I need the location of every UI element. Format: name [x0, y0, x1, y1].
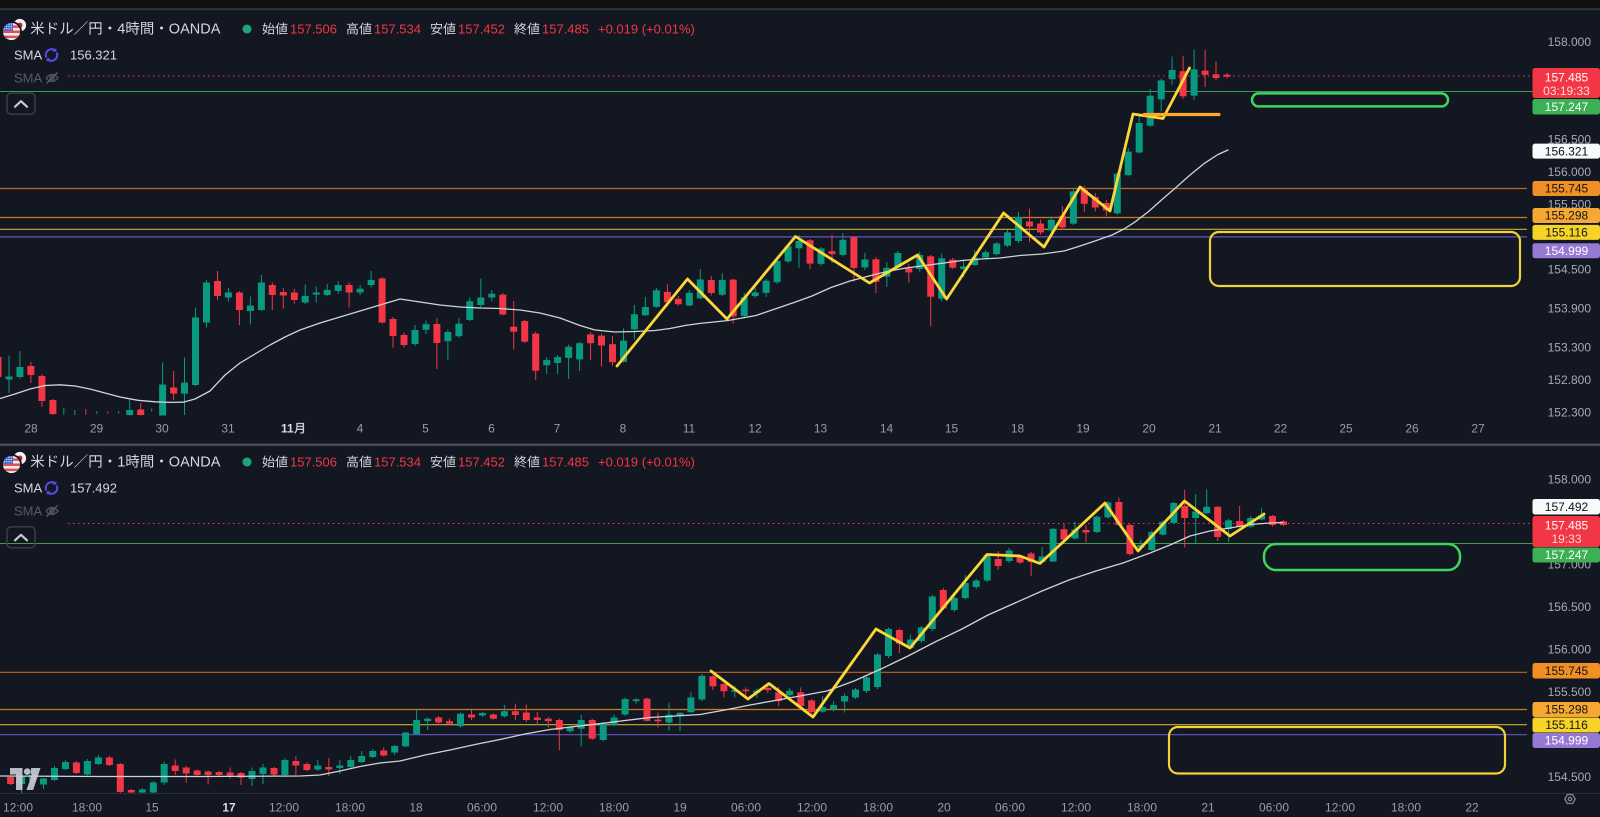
svg-text:152.800: 152.800 [1548, 373, 1592, 387]
svg-text:155.500: 155.500 [1548, 685, 1592, 699]
svg-text:157.247: 157.247 [1545, 548, 1589, 562]
svg-text:SMA: SMA [14, 481, 43, 496]
svg-text:12:00: 12:00 [1061, 801, 1091, 815]
svg-text:157.492: 157.492 [70, 481, 117, 496]
svg-text:20: 20 [1142, 422, 1156, 436]
svg-text:28: 28 [24, 422, 38, 436]
svg-text:25: 25 [1339, 422, 1353, 436]
svg-text:158.000: 158.000 [1548, 473, 1592, 487]
svg-text:15: 15 [145, 801, 159, 815]
svg-text:157.492: 157.492 [1545, 500, 1589, 514]
svg-text:157.452: 157.452 [458, 455, 505, 470]
svg-text:156.321: 156.321 [1545, 144, 1589, 158]
svg-text:153.900: 153.900 [1548, 302, 1592, 316]
svg-text:+0.019 (+0.01%): +0.019 (+0.01%) [598, 22, 695, 37]
svg-text:12:00: 12:00 [797, 801, 827, 815]
svg-text:17: 17 [222, 801, 236, 815]
svg-text:5: 5 [422, 422, 429, 436]
svg-text:154.500: 154.500 [1548, 770, 1592, 784]
svg-text:157.485: 157.485 [1545, 70, 1589, 84]
svg-text:OANDA: OANDA [169, 22, 221, 38]
svg-text:156.321: 156.321 [70, 48, 117, 63]
svg-text:156.500: 156.500 [1548, 600, 1592, 614]
svg-text:06:00: 06:00 [995, 801, 1025, 815]
svg-text:157.485: 157.485 [542, 22, 589, 37]
svg-text:22: 22 [1274, 422, 1288, 436]
svg-text:19: 19 [1076, 422, 1090, 436]
svg-text:06:00: 06:00 [467, 801, 497, 815]
svg-text:155.298: 155.298 [1545, 209, 1589, 223]
svg-text:152.300: 152.300 [1548, 406, 1592, 420]
svg-text:157.485: 157.485 [1545, 518, 1589, 532]
svg-text:19: 19 [673, 801, 687, 815]
svg-text:155.745: 155.745 [1545, 664, 1589, 678]
svg-text:12:00: 12:00 [1325, 801, 1355, 815]
svg-text:157.247: 157.247 [1545, 100, 1589, 114]
svg-text:26: 26 [1405, 422, 1419, 436]
svg-text:18:00: 18:00 [599, 801, 629, 815]
svg-text:22: 22 [1465, 801, 1479, 815]
svg-text:4: 4 [117, 22, 125, 38]
svg-text:12:00: 12:00 [533, 801, 563, 815]
svg-text:12:00: 12:00 [269, 801, 299, 815]
svg-text:154.999: 154.999 [1545, 244, 1589, 258]
svg-text:157.534: 157.534 [374, 455, 421, 470]
svg-text:18: 18 [1011, 422, 1025, 436]
svg-text:21: 21 [1208, 422, 1222, 436]
svg-text:15: 15 [945, 422, 959, 436]
svg-text:156.500: 156.500 [1548, 133, 1592, 147]
svg-text:4: 4 [357, 422, 364, 436]
svg-text:18:00: 18:00 [863, 801, 893, 815]
svg-text:27: 27 [1471, 422, 1485, 436]
svg-text:06:00: 06:00 [731, 801, 761, 815]
svg-text:18: 18 [409, 801, 423, 815]
svg-text:157.506: 157.506 [290, 455, 337, 470]
svg-text:1: 1 [117, 455, 125, 471]
svg-text:11: 11 [281, 422, 294, 436]
svg-text:156.000: 156.000 [1548, 165, 1592, 179]
svg-text:154.500: 154.500 [1548, 263, 1592, 277]
svg-text:157.485: 157.485 [542, 455, 589, 470]
svg-text:156.000: 156.000 [1548, 643, 1592, 657]
svg-text:29: 29 [90, 422, 104, 436]
svg-text:18:00: 18:00 [1127, 801, 1157, 815]
svg-text:12:00: 12:00 [3, 801, 33, 815]
svg-text:18:00: 18:00 [335, 801, 365, 815]
svg-text:19:33: 19:33 [1551, 532, 1581, 546]
svg-text:20: 20 [937, 801, 951, 815]
svg-text:21: 21 [1201, 801, 1215, 815]
svg-text:154.999: 154.999 [1545, 734, 1589, 748]
svg-text:6: 6 [488, 422, 495, 436]
svg-text:18:00: 18:00 [1391, 801, 1421, 815]
svg-text:SMA: SMA [14, 71, 43, 86]
svg-text:8: 8 [620, 422, 627, 436]
svg-text:155.116: 155.116 [1545, 718, 1588, 732]
svg-text:SMA: SMA [14, 504, 43, 519]
svg-text:7: 7 [554, 422, 561, 436]
svg-text:153.300: 153.300 [1548, 341, 1592, 355]
svg-text:+0.019 (+0.01%): +0.019 (+0.01%) [598, 455, 695, 470]
svg-text:18:00: 18:00 [72, 801, 102, 815]
svg-text:14: 14 [880, 422, 894, 436]
svg-text:31: 31 [221, 422, 235, 436]
svg-text:157.506: 157.506 [290, 22, 337, 37]
svg-text:155.116: 155.116 [1545, 226, 1588, 240]
svg-text:158.000: 158.000 [1548, 35, 1592, 49]
svg-text:30: 30 [155, 422, 169, 436]
svg-text:155.745: 155.745 [1545, 182, 1589, 196]
svg-text:OANDA: OANDA [169, 455, 221, 471]
svg-text:155.298: 155.298 [1545, 703, 1589, 717]
svg-text:12: 12 [748, 422, 762, 436]
svg-text:06:00: 06:00 [1259, 801, 1289, 815]
svg-text:157.452: 157.452 [458, 22, 505, 37]
svg-text:157.534: 157.534 [374, 22, 421, 37]
svg-text:SMA: SMA [14, 48, 43, 63]
svg-text:03:19:33: 03:19:33 [1543, 84, 1590, 98]
svg-text:13: 13 [814, 422, 828, 436]
svg-text:11: 11 [683, 422, 696, 436]
